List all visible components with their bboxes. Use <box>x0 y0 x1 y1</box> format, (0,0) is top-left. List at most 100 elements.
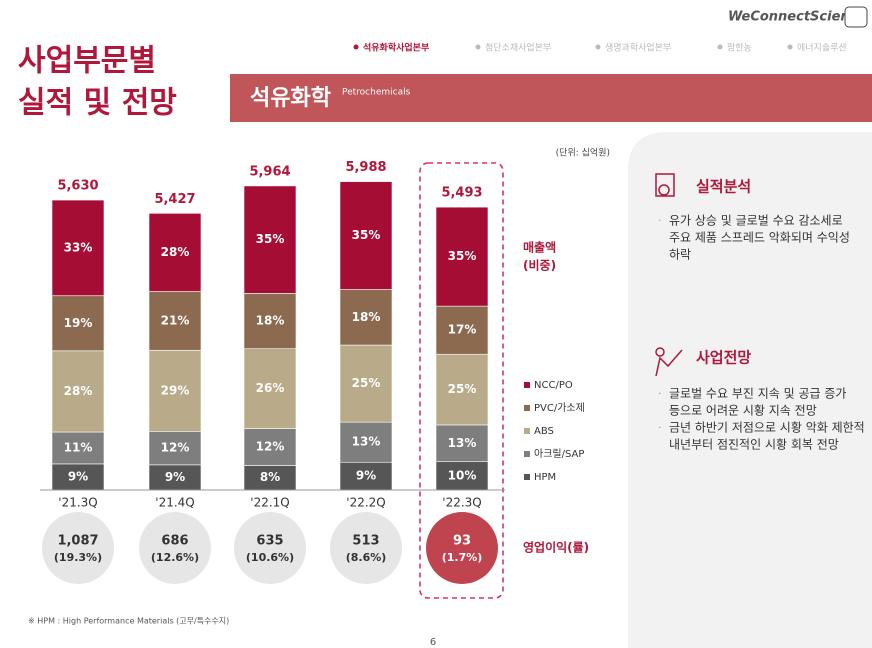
bar-segment <box>51 199 105 297</box>
bullet-text: 하락 <box>669 248 691 262</box>
profit-circle <box>234 512 306 584</box>
outlook-title: 사업전망 <box>696 349 751 367</box>
segment-label: 12% <box>256 439 285 453</box>
bar-segment <box>435 206 489 307</box>
logo: WeConnectScien <box>728 10 850 25</box>
bullet-text: 글로벌 수요 부진 지속 및 공급 증가 <box>669 387 846 401</box>
profit-circle <box>330 512 402 584</box>
nav-dot <box>787 44 793 50</box>
margin-label: (10.6%) <box>246 551 294 564</box>
bar-segment <box>243 185 297 294</box>
bar-segment <box>148 291 202 351</box>
nav-item: 첨단소재사업본부 <box>485 43 551 54</box>
footnote: ※ HPM : High Performance Materials (고무/특… <box>28 617 229 626</box>
nav-dot <box>595 44 601 50</box>
profit-circle <box>139 512 211 584</box>
unit-label: (단위: 십억원) <box>556 147 610 159</box>
total-label: 5,630 <box>57 179 98 194</box>
bar-segment <box>435 424 489 463</box>
segment-label: 26% <box>256 381 285 395</box>
x-tick-label: '22.1Q <box>250 496 289 510</box>
x-tick-label: '21.4Q <box>155 496 194 510</box>
legend-swatch <box>524 474 530 480</box>
series-label: 매출액 <box>523 240 556 255</box>
section-subtitle: Petrochemicals <box>342 88 411 98</box>
bar-segment <box>51 431 105 465</box>
icon <box>844 6 868 28</box>
bar-segment <box>148 213 202 292</box>
total-label: 5,427 <box>154 192 195 207</box>
total-label: 5,964 <box>249 164 290 179</box>
segment-label: 28% <box>64 384 93 398</box>
bullet-dot: · <box>658 387 662 400</box>
legend-swatch <box>524 451 530 457</box>
slide-title: 사업부문별 <box>18 44 156 79</box>
margin-label: (19.3%) <box>54 551 102 564</box>
page-number: 6 <box>430 637 436 648</box>
segment-label: 13% <box>352 435 381 449</box>
segment-label: 35% <box>352 228 381 242</box>
segment-label: 33% <box>64 240 93 254</box>
segment-label: 9% <box>165 470 185 484</box>
bullet-text: 내년부터 점진적인 시황 회복 전망 <box>669 438 839 452</box>
segment-label: 25% <box>352 376 381 390</box>
bullet-text: 등으로 어려운 시황 지속 전망 <box>669 404 817 418</box>
segment-label: 28% <box>161 245 190 259</box>
bar-segment <box>148 349 202 432</box>
x-tick-label: '22.3Q <box>442 496 481 510</box>
outlook-icon <box>655 347 683 377</box>
legend-swatch <box>524 405 530 411</box>
nav-dot <box>353 44 359 50</box>
profit-label: 93 <box>453 534 471 549</box>
highlight-box <box>419 162 504 599</box>
bar-segment <box>51 350 105 433</box>
legend-swatch <box>524 382 530 388</box>
bullet-text: 유가 상승 및 글로벌 수요 감소세로 <box>669 214 843 228</box>
legend-label: NCC/PO <box>534 380 573 391</box>
total-label: 5,988 <box>345 160 386 175</box>
section-band <box>230 74 872 122</box>
legend-label: 아크릴/SAP <box>534 447 584 460</box>
bullet-text: 주요 제품 스프레드 악화되며 수익성 <box>669 231 850 245</box>
segment-label: 10% <box>448 468 477 482</box>
profit-label: 1,087 <box>57 534 98 549</box>
segment-label: 13% <box>448 436 477 450</box>
nav-item: 팜한농 <box>727 43 752 54</box>
profit-label: 영업이익(률) <box>523 540 589 555</box>
slide-title: 실적 및 전망 <box>18 86 177 121</box>
segment-label: 35% <box>256 232 285 246</box>
nav-item: 석유화학사업본부 <box>363 42 429 54</box>
segment-label: 35% <box>448 249 477 263</box>
segment-label: 18% <box>352 310 381 324</box>
bar-segment <box>339 344 393 423</box>
segment-label: 9% <box>356 469 376 483</box>
section-title: 석유화학 <box>250 86 331 111</box>
margin-label: (1.7%) <box>442 551 483 564</box>
segment-label: 21% <box>161 313 190 327</box>
segment-label: 11% <box>64 440 93 454</box>
nav-dot <box>475 44 481 50</box>
x-tick-label: '21.3Q <box>58 496 97 510</box>
profit-label: 686 <box>161 534 188 549</box>
nav-item: 생명과학사업본부 <box>605 43 671 54</box>
segment-label: 12% <box>161 441 190 455</box>
side-panel <box>628 132 872 648</box>
bullet-dot: · <box>658 214 662 227</box>
segment-label: 18% <box>256 314 285 328</box>
bar-segment <box>339 181 393 290</box>
legend-label: HPM <box>534 472 556 483</box>
margin-label: (12.6%) <box>151 551 199 564</box>
nav-dot <box>717 44 723 50</box>
profit-label: 513 <box>352 534 379 549</box>
margin-label: (8.6%) <box>346 551 387 564</box>
bar-segment <box>339 289 393 346</box>
nav-item: 에너지솔루션 <box>797 43 847 54</box>
segment-label: 17% <box>448 323 477 337</box>
segment-label: 25% <box>448 382 477 396</box>
bullet-dot: · <box>658 421 662 434</box>
legend-label: ABS <box>534 426 554 437</box>
profit-label: 635 <box>256 534 283 549</box>
profit-circle <box>426 512 498 584</box>
x-tick-label: '22.2Q <box>346 496 385 510</box>
